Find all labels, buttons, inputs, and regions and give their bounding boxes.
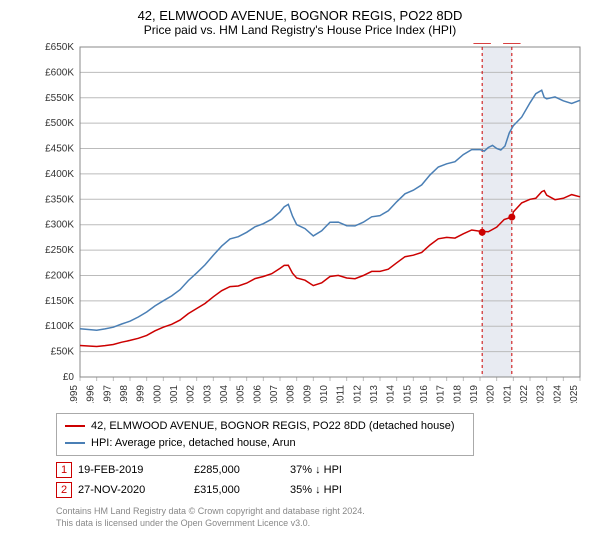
x-tick-label: 2004 bbox=[219, 385, 230, 403]
x-tick-label: 2001 bbox=[169, 385, 180, 403]
chart-title: 42, ELMWOOD AVENUE, BOGNOR REGIS, PO22 8… bbox=[12, 8, 588, 23]
x-tick-label: 2003 bbox=[202, 385, 213, 403]
x-tick-label: 2011 bbox=[336, 385, 347, 403]
y-tick-label: £200K bbox=[45, 270, 74, 281]
y-tick-label: £600K bbox=[45, 67, 74, 78]
sale-price: £315,000 bbox=[194, 484, 284, 496]
sale-pct: 37% ↓ HPI bbox=[290, 464, 400, 476]
x-tick-label: 2024 bbox=[552, 385, 563, 403]
x-tick-label: 1998 bbox=[119, 385, 130, 403]
sale-dot bbox=[479, 229, 486, 236]
sale-row: 2 27-NOV-2020 £315,000 35% ↓ HPI bbox=[56, 482, 588, 498]
sale-price: £285,000 bbox=[194, 464, 284, 476]
x-tick-label: 2008 bbox=[286, 385, 297, 403]
legend-label: HPI: Average price, detached house, Arun bbox=[91, 435, 296, 452]
sale-date: 19-FEB-2019 bbox=[78, 464, 188, 476]
legend-swatch bbox=[65, 425, 85, 427]
x-tick-label: 2006 bbox=[252, 385, 263, 403]
x-tick-label: 2009 bbox=[302, 385, 313, 403]
sale-dot bbox=[508, 214, 515, 221]
y-tick-label: £300K bbox=[45, 220, 74, 231]
y-tick-label: £400K bbox=[45, 169, 74, 180]
legend-swatch bbox=[65, 442, 85, 444]
shade-band bbox=[482, 47, 512, 377]
x-tick-label: 1995 bbox=[69, 385, 80, 403]
price-chart: £0 £50K £100K £150K £200K £250K £300K £350K £400… bbox=[32, 43, 588, 403]
legend: 42, ELMWOOD AVENUE, BOGNOR REGIS, PO22 8… bbox=[56, 413, 474, 456]
x-tick-label: 1999 bbox=[136, 385, 147, 403]
x-tick-label: 1996 bbox=[86, 385, 97, 403]
x-tick-label: 2022 bbox=[519, 385, 530, 403]
sale-pct: 35% ↓ HPI bbox=[290, 484, 400, 496]
x-tick-label: 2017 bbox=[436, 385, 447, 403]
sale-date: 27-NOV-2020 bbox=[78, 484, 188, 496]
x-tick-label: 2007 bbox=[269, 385, 280, 403]
x-tick-label: 2016 bbox=[419, 385, 430, 403]
y-tick-label: £150K bbox=[45, 296, 74, 307]
sale-row-marker: 2 bbox=[56, 482, 72, 498]
x-tick-label: 2020 bbox=[486, 385, 497, 403]
legend-label: 42, ELMWOOD AVENUE, BOGNOR REGIS, PO22 8… bbox=[91, 418, 455, 435]
sale-row-marker: 1 bbox=[56, 462, 72, 478]
x-tick-label: 2005 bbox=[236, 385, 247, 403]
x-tick-label: 2023 bbox=[536, 385, 547, 403]
legend-item: HPI: Average price, detached house, Arun bbox=[65, 435, 465, 452]
x-tick-label: 2013 bbox=[369, 385, 380, 403]
x-tick-label: 2010 bbox=[319, 385, 330, 403]
footnote: Contains HM Land Registry data © Crown c… bbox=[56, 506, 588, 529]
y-tick-label: £650K bbox=[45, 43, 74, 53]
y-tick-label: £250K bbox=[45, 245, 74, 256]
x-tick-label: 2002 bbox=[186, 385, 197, 403]
y-tick-label: £0 bbox=[63, 372, 75, 383]
y-tick-label: £50K bbox=[51, 347, 75, 358]
x-tick-label: 2021 bbox=[502, 385, 513, 403]
x-tick-label: 2025 bbox=[569, 385, 580, 403]
x-tick-label: 1997 bbox=[102, 385, 113, 403]
chart-subtitle: Price paid vs. HM Land Registry's House … bbox=[12, 23, 588, 37]
y-tick-label: £550K bbox=[45, 93, 74, 104]
y-tick-label: £450K bbox=[45, 144, 74, 155]
y-tick-label: £350K bbox=[45, 194, 74, 205]
x-tick-label: 2018 bbox=[452, 385, 463, 403]
legend-item: 42, ELMWOOD AVENUE, BOGNOR REGIS, PO22 8… bbox=[65, 418, 465, 435]
x-tick-label: 2015 bbox=[402, 385, 413, 403]
sale-row: 1 19-FEB-2019 £285,000 37% ↓ HPI bbox=[56, 462, 588, 478]
y-tick-label: £100K bbox=[45, 321, 74, 332]
x-tick-label: 2012 bbox=[352, 385, 363, 403]
y-tick-label: £500K bbox=[45, 118, 74, 129]
x-tick-label: 2000 bbox=[152, 385, 163, 403]
x-tick-label: 2014 bbox=[386, 385, 397, 403]
x-tick-label: 2019 bbox=[469, 385, 480, 403]
